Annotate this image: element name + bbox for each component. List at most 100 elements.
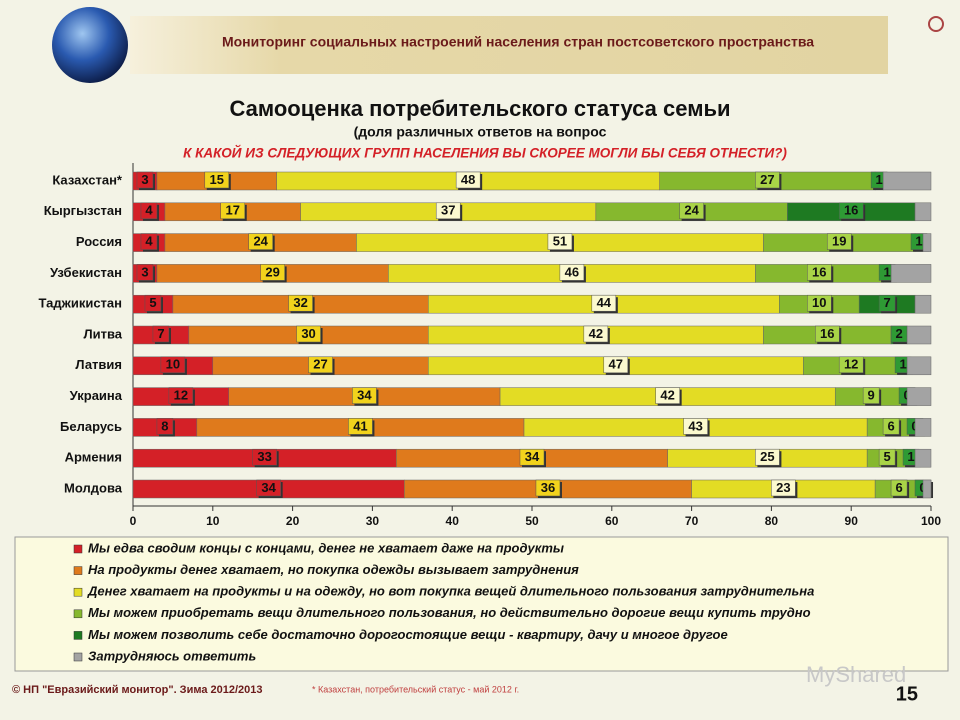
label-box bbox=[136, 171, 154, 189]
label-box bbox=[878, 448, 896, 466]
value-label: 19 bbox=[832, 234, 846, 249]
value-label: 4 bbox=[145, 203, 153, 218]
header-title: Мониторинг социальных настроений населен… bbox=[222, 34, 814, 50]
value-label: 9 bbox=[868, 388, 875, 403]
value-label: 34 bbox=[357, 388, 372, 403]
value-label: 5 bbox=[149, 295, 156, 310]
label-box bbox=[583, 325, 609, 343]
category-label: Украина bbox=[70, 388, 123, 403]
value-label: 7 bbox=[157, 326, 164, 341]
value-label: 47 bbox=[609, 357, 623, 372]
legend-swatch bbox=[73, 566, 83, 575]
value-label: 37 bbox=[441, 203, 455, 218]
value-label: 4 bbox=[145, 234, 153, 249]
chart-title: Самооценка потребительского статуса семь… bbox=[229, 96, 730, 121]
label-box bbox=[140, 202, 158, 220]
x-tick-label: 100 bbox=[921, 514, 941, 528]
value-label: 8 bbox=[161, 418, 168, 433]
label-box bbox=[136, 264, 154, 281]
label-box bbox=[591, 294, 617, 312]
label-box bbox=[140, 233, 158, 250]
category-label: Узбекистан bbox=[50, 265, 122, 280]
label-box bbox=[156, 418, 174, 435]
label-box bbox=[535, 479, 561, 497]
label-box bbox=[204, 171, 230, 189]
label-box bbox=[288, 294, 313, 312]
label-box bbox=[603, 356, 629, 374]
label-box bbox=[308, 356, 333, 374]
value-label: 25 bbox=[760, 449, 774, 464]
x-tick-label: 30 bbox=[366, 514, 380, 528]
x-tick-label: 80 bbox=[765, 514, 779, 528]
value-label: 10 bbox=[166, 357, 180, 372]
bar-segment bbox=[914, 202, 932, 222]
value-label: 1 bbox=[883, 264, 890, 279]
x-tick-label: 90 bbox=[845, 514, 859, 528]
label-box bbox=[826, 233, 852, 250]
legend-swatch bbox=[73, 609, 83, 619]
x-tick-label: 20 bbox=[286, 514, 300, 528]
value-label: 10 bbox=[812, 295, 826, 310]
label-box bbox=[755, 171, 780, 189]
value-label: 27 bbox=[760, 172, 774, 187]
value-label: 44 bbox=[597, 295, 612, 310]
label-box bbox=[455, 171, 481, 189]
legend-label: На продукты денег хватает, но покупка од… bbox=[88, 562, 579, 577]
label-box bbox=[878, 294, 896, 312]
value-label: 12 bbox=[174, 388, 188, 403]
corner-icon bbox=[928, 16, 944, 32]
x-tick-label: 50 bbox=[525, 514, 539, 528]
value-label: 6 bbox=[887, 418, 894, 433]
value-label: 15 bbox=[210, 172, 224, 187]
label-box bbox=[168, 387, 194, 404]
value-label: 6 bbox=[895, 480, 902, 495]
category-label: Кыргызстан bbox=[44, 203, 122, 218]
globe-logo bbox=[52, 7, 128, 83]
legend-label: Мы едва сводим концы с концами, денег не… bbox=[88, 540, 564, 555]
bar-segment bbox=[922, 479, 932, 499]
value-label: 24 bbox=[253, 234, 268, 249]
chart-question: К КАКОЙ ИЗ СЛЕДУЮЩИХ ГРУПП НАСЕЛЕНИЯ ВЫ … bbox=[183, 145, 787, 161]
category-label: Литва bbox=[83, 326, 122, 341]
legend-swatch bbox=[73, 631, 83, 640]
bar-segment bbox=[906, 356, 932, 376]
value-label: 29 bbox=[265, 264, 279, 279]
label-box bbox=[220, 202, 245, 220]
label-box bbox=[256, 479, 281, 497]
bar-segment bbox=[890, 264, 932, 283]
header-banner bbox=[130, 16, 888, 74]
legend-box bbox=[14, 536, 949, 672]
category-label: Латвия bbox=[75, 357, 122, 372]
category-label: Беларусь bbox=[60, 419, 122, 434]
category-label: Молдова bbox=[64, 480, 123, 495]
bar-segment bbox=[882, 171, 932, 191]
legend-label: Мы можем приобретать вещи длительного по… bbox=[88, 605, 811, 620]
label-box bbox=[547, 233, 573, 250]
label-box bbox=[655, 387, 680, 404]
category-label: Армения bbox=[65, 450, 122, 465]
label-box bbox=[352, 387, 377, 404]
bar-segment bbox=[914, 418, 932, 437]
value-label: 27 bbox=[313, 357, 327, 372]
value-label: 5 bbox=[883, 449, 890, 464]
value-label: 32 bbox=[293, 295, 307, 310]
label-box bbox=[771, 479, 796, 497]
value-label: 1 bbox=[915, 234, 922, 249]
chart-subtitle: (доля различных ответов на вопрос bbox=[354, 124, 607, 140]
legend-swatch bbox=[73, 652, 83, 662]
value-label: 43 bbox=[688, 418, 702, 433]
legend-label: Мы можем позволить себе достаточно дорог… bbox=[88, 627, 728, 642]
value-label: 17 bbox=[226, 203, 240, 218]
label-box bbox=[296, 325, 321, 343]
value-label: 34 bbox=[261, 480, 276, 495]
label-box bbox=[890, 479, 908, 497]
label-box bbox=[838, 356, 864, 374]
category-label: Таджикистан bbox=[39, 296, 122, 311]
label-box bbox=[838, 202, 864, 220]
label-box bbox=[248, 233, 273, 250]
category-label: Россия bbox=[76, 234, 122, 249]
bar-segment bbox=[914, 448, 932, 468]
value-label: 1 bbox=[907, 449, 914, 464]
label-box bbox=[435, 202, 461, 220]
